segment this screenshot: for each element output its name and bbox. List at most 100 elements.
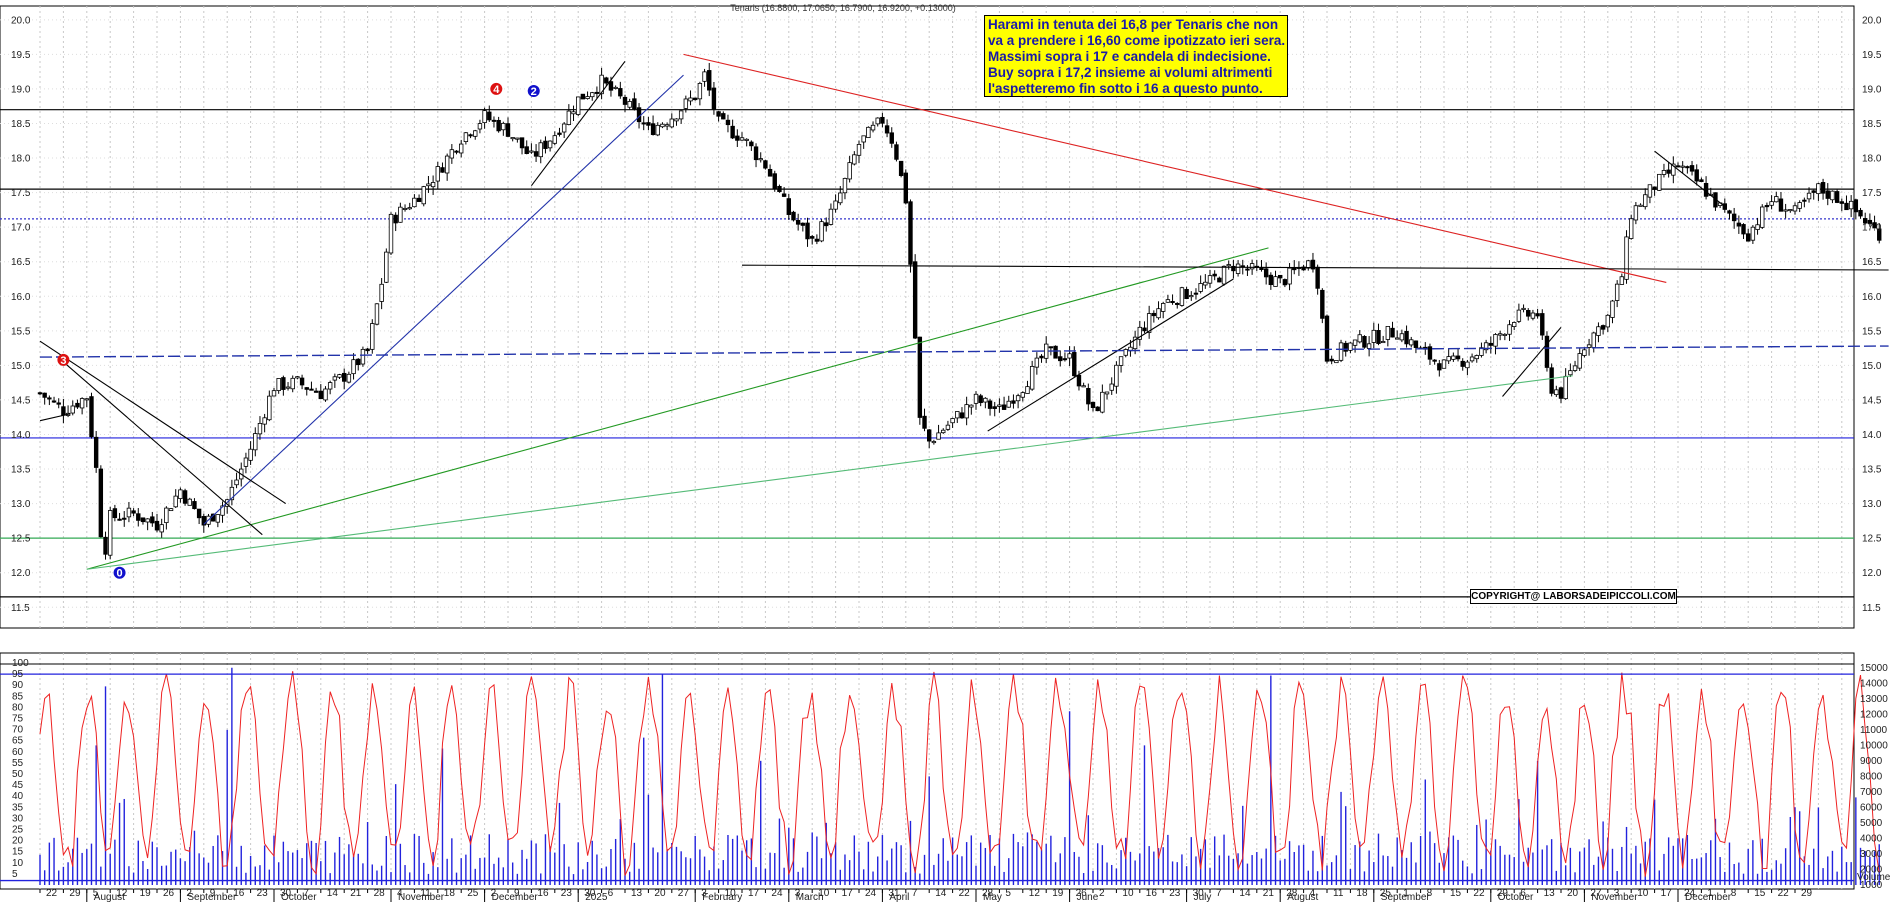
candle-body — [632, 98, 637, 110]
volume-tick-label: 10000 — [1860, 740, 1888, 751]
candle-body — [1432, 359, 1437, 362]
day-tick-label: 12 — [1029, 888, 1041, 899]
candle-body — [444, 155, 450, 174]
price-panel-frame — [0, 5, 1855, 629]
trend-line — [987, 278, 1234, 432]
day-tick-label: 28 — [982, 888, 994, 899]
candle-body — [1226, 264, 1231, 267]
candle-body — [585, 96, 590, 100]
candle-body — [1596, 326, 1601, 336]
volume-tick-label: 13000 — [1860, 694, 1888, 705]
candle-body — [758, 158, 763, 161]
volume-tick-label: 6000 — [1860, 802, 1883, 813]
candle-body — [1095, 406, 1100, 412]
price-tick-label-left: 13.0 — [11, 499, 31, 510]
trend-line — [39, 340, 287, 505]
candle-body — [1624, 236, 1629, 280]
candle-body — [1301, 266, 1306, 271]
day-tick-label: 24 — [1684, 888, 1696, 899]
candle-body — [1352, 339, 1358, 346]
month-tick-label: May — [983, 892, 1002, 902]
candle-body — [1390, 327, 1395, 338]
candle-body — [1703, 182, 1709, 197]
price-tick-label-right: 16.5 — [1862, 257, 1882, 268]
oscillator-line — [39, 671, 1880, 877]
price-tick-label-right: 18.0 — [1862, 154, 1882, 165]
candle-body — [1441, 359, 1447, 369]
candle-body — [323, 388, 328, 401]
candle-body — [346, 373, 352, 383]
candle-body — [1736, 222, 1742, 227]
candle-body — [1746, 233, 1751, 242]
oscillator-tick-label: 95 — [12, 669, 24, 680]
day-tick-label: 18 — [1356, 888, 1368, 899]
candle-body — [791, 211, 796, 221]
day-tick-label: 5 — [93, 888, 99, 899]
candle-body — [856, 143, 862, 156]
candle-body — [1146, 313, 1152, 333]
day-tick-label: 7 — [303, 888, 309, 899]
candle-body — [1137, 326, 1142, 340]
candle-body — [927, 429, 932, 442]
candle-body — [84, 398, 89, 401]
volume-tick-label: 4000 — [1860, 833, 1883, 844]
trend-line — [63, 361, 263, 536]
price-tick-label-right: 11.5 — [1862, 603, 1881, 614]
trend-lines — [39, 53, 1889, 570]
candle-body — [93, 436, 99, 468]
candle-body — [1774, 196, 1779, 203]
candle-body — [1839, 201, 1844, 204]
candle-body — [1530, 312, 1536, 319]
candle-body — [1610, 300, 1615, 318]
candle-body — [122, 517, 127, 520]
day-tick-label: 20 — [1567, 888, 1579, 899]
candle-body — [1029, 366, 1035, 390]
candle-body — [1600, 325, 1606, 330]
day-tick-label: 16 — [537, 888, 549, 899]
candle-body — [407, 207, 412, 210]
candle-body — [477, 123, 483, 130]
candle-body — [557, 132, 562, 135]
wave-marker-circle — [57, 353, 70, 366]
candle-body — [1521, 307, 1526, 310]
day-tick-label: 10 — [725, 888, 737, 899]
candle-body — [1652, 186, 1657, 190]
candle-body — [1544, 335, 1550, 368]
oscillator-tick-label: 30 — [12, 813, 24, 824]
day-tick-label: 2 — [1099, 888, 1105, 899]
day-tick-label: 16 — [233, 888, 245, 899]
candle-body — [1792, 205, 1798, 212]
candle-body — [1479, 347, 1484, 356]
candle-body — [538, 142, 543, 158]
candle-body — [842, 178, 848, 194]
candle-body — [173, 495, 178, 508]
candle-body — [192, 501, 197, 510]
candle-body — [196, 508, 202, 519]
candle-body — [318, 390, 323, 400]
candle-body — [496, 119, 501, 132]
candle-body — [1086, 388, 1091, 405]
candle-body — [1483, 342, 1489, 351]
candle-body — [571, 111, 576, 115]
candle-body — [304, 387, 309, 390]
candle-body — [1334, 360, 1339, 364]
candle-body — [660, 123, 665, 128]
volume-tick-label: 7000 — [1860, 787, 1883, 798]
candle-body — [435, 166, 440, 182]
volume-tick-label: 9000 — [1860, 756, 1883, 767]
candle-body — [618, 88, 623, 97]
candle-body — [150, 516, 155, 524]
candle-body — [1193, 292, 1199, 295]
candle-body — [374, 303, 380, 325]
candle-body — [276, 378, 281, 391]
day-tick-label: 19 — [140, 888, 152, 899]
price-tick-label-right: 13.0 — [1862, 499, 1882, 510]
candle-body — [1469, 356, 1475, 362]
candle-body — [1273, 276, 1278, 287]
indicator-axis-labels: 5101520253035404550556065707580859095100… — [12, 658, 1888, 891]
day-tick-label: 22 — [46, 888, 58, 899]
candle-body — [201, 516, 206, 526]
day-tick-label: 3 — [1614, 888, 1620, 899]
candle-body — [1633, 205, 1639, 221]
price-tick-label-left: 18.0 — [11, 154, 31, 165]
